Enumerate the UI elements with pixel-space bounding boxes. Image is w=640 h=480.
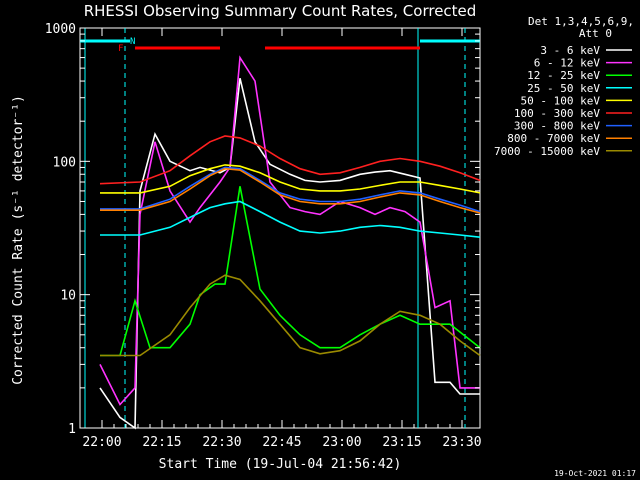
flag-layer: NF: [80, 28, 480, 428]
legend-header-line-1: Det 1,3,4,5,6,9,: [528, 15, 634, 28]
series-line-2: [100, 186, 481, 357]
y-tick-label-1: 10: [60, 289, 76, 304]
y-tick-label-2: 100: [53, 155, 76, 170]
series-line-8: [100, 274, 481, 357]
plot-border: [79, 27, 481, 429]
series-layer: [99, 55, 481, 430]
legend-label-5: 100 - 300 keV: [514, 107, 600, 120]
series-line-4: [100, 164, 481, 194]
x-tick-label-1: 22:15: [142, 435, 181, 450]
flag-label-f: F: [118, 44, 123, 54]
legend-label-0: 3 - 6 keV: [540, 44, 600, 57]
x-tick-label-6: 23:30: [442, 435, 481, 450]
legend-label-3: 25 - 50 keV: [527, 82, 600, 95]
legend-label-8: 7000 - 15000 keV: [494, 145, 600, 158]
chart-title: RHESSI Observing Summary Count Rates, Co…: [84, 2, 477, 20]
series-line-6: [100, 166, 481, 213]
plot-frame: [79, 27, 481, 429]
footer-date: 19-Oct-2021 01:17: [554, 469, 636, 478]
series-line-3: [100, 200, 481, 238]
y-axis-label: Corrected Count Rate (s⁻¹ detector⁻¹): [11, 95, 26, 385]
legend-label-4: 50 - 100 keV: [521, 94, 601, 107]
legend-label-6: 300 - 800 keV: [514, 120, 600, 133]
x-tick-label-2: 22:30: [202, 435, 241, 450]
flag-label-n: N: [130, 37, 135, 47]
x-tick-label-4: 23:00: [322, 435, 361, 450]
y-tick-label-3: 1000: [45, 22, 76, 37]
x-tick-label-3: 22:45: [262, 435, 301, 450]
series-line-5: [99, 135, 481, 185]
axis-layer: 22:00 22:15 22:30 22:45 23:00 23:15 23:30 1 10 10…: [45, 22, 482, 450]
series-line-7: [100, 167, 481, 214]
x-axis-label: Start Time (19-Jul-04 21:56:42): [159, 457, 402, 472]
x-tick-label-5: 23:15: [382, 435, 421, 450]
legend-label-2: 12 - 25 keV: [527, 69, 600, 82]
legend-label-1: 6 - 12 keV: [534, 57, 601, 70]
y-tick-label-0: 1: [68, 422, 76, 437]
series-line-0: [99, 78, 480, 430]
legend-label-7: 800 - 7000 keV: [507, 132, 600, 145]
legend-header-line-2: Att 0: [579, 27, 612, 40]
x-tick-label-0: 22:00: [82, 435, 121, 450]
